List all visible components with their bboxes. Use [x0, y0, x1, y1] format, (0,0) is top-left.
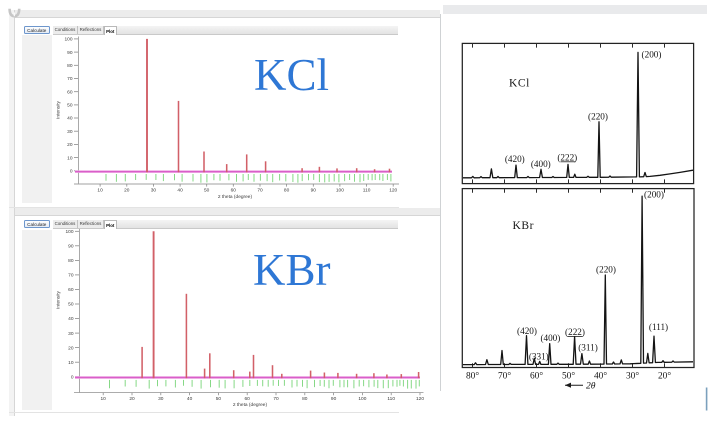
svg-text:(220): (220) — [588, 111, 608, 121]
svg-text:20: 20 — [67, 142, 73, 148]
svg-text:100: 100 — [358, 396, 366, 402]
svg-text:(400): (400) — [531, 159, 551, 169]
svg-text:(400): (400) — [540, 333, 560, 343]
svg-text:90: 90 — [331, 396, 337, 402]
svg-text:0: 0 — [70, 169, 73, 175]
svg-text:60: 60 — [245, 396, 251, 402]
svg-text:(220): (220) — [596, 264, 616, 274]
svg-text:Intensity: Intensity — [56, 100, 62, 118]
svg-text:30°: 30° — [626, 370, 639, 381]
svg-text:90: 90 — [68, 244, 74, 250]
svg-text:70: 70 — [273, 396, 279, 402]
svg-text:90: 90 — [311, 187, 317, 193]
svg-text:40°: 40° — [594, 370, 607, 381]
svg-text:90: 90 — [67, 50, 73, 56]
svg-text:60: 60 — [67, 89, 73, 95]
svg-text:110: 110 — [387, 396, 395, 402]
svg-text:(200): (200) — [644, 189, 664, 199]
svg-text:40: 40 — [68, 316, 74, 322]
svg-text:30: 30 — [158, 396, 164, 402]
svg-text:110: 110 — [363, 187, 371, 193]
svg-text:20: 20 — [68, 345, 74, 351]
svg-text:KCl: KCl — [509, 77, 530, 89]
svg-text:80: 80 — [68, 258, 74, 264]
svg-text:10: 10 — [97, 187, 103, 193]
svg-text:80: 80 — [67, 63, 73, 69]
svg-text:0: 0 — [71, 374, 74, 380]
svg-text:40: 40 — [187, 396, 193, 402]
svg-text:30: 30 — [67, 129, 73, 135]
svg-text:20: 20 — [129, 396, 135, 402]
svg-text:30: 30 — [68, 331, 74, 337]
svg-text:20: 20 — [124, 187, 130, 193]
svg-text:(222): (222) — [557, 152, 577, 162]
svg-text:70: 70 — [257, 187, 263, 193]
svg-text:(311): (311) — [578, 342, 598, 352]
svg-text:40: 40 — [67, 116, 73, 122]
svg-text:2 theta (degree): 2 theta (degree) — [218, 194, 253, 200]
svg-text:120: 120 — [416, 396, 424, 402]
svg-text:60: 60 — [231, 187, 237, 193]
svg-text:50: 50 — [204, 187, 210, 193]
svg-text:30: 30 — [151, 187, 157, 193]
svg-text:120: 120 — [389, 187, 397, 193]
svg-text:20°: 20° — [658, 370, 671, 381]
svg-text:Intensity: Intensity — [56, 290, 62, 308]
svg-text:2θ: 2θ — [586, 381, 596, 392]
svg-text:(420): (420) — [505, 154, 525, 164]
svg-text:50: 50 — [67, 103, 73, 109]
svg-text:(222): (222) — [565, 327, 585, 337]
svg-text:50: 50 — [216, 396, 222, 402]
svg-text:(200): (200) — [642, 49, 662, 59]
svg-text:70: 70 — [68, 273, 74, 279]
svg-text:40: 40 — [177, 187, 183, 193]
svg-text:2 theta (degree): 2 theta (degree) — [233, 402, 268, 408]
svg-text:70: 70 — [67, 76, 73, 82]
svg-text:KBr: KBr — [513, 220, 535, 232]
svg-text:70°: 70° — [498, 370, 511, 381]
svg-text:60°: 60° — [530, 370, 543, 381]
svg-text:60: 60 — [68, 287, 74, 293]
svg-text:(111): (111) — [649, 322, 668, 332]
svg-text:10: 10 — [67, 155, 73, 161]
svg-text:(420): (420) — [517, 326, 537, 336]
svg-text:50°: 50° — [562, 370, 575, 381]
svg-text:10: 10 — [101, 396, 107, 402]
svg-text:10: 10 — [68, 360, 74, 366]
svg-text:100: 100 — [65, 229, 73, 235]
svg-text:80: 80 — [302, 396, 308, 402]
svg-text:100: 100 — [64, 37, 72, 43]
svg-text:80°: 80° — [466, 370, 479, 381]
svg-text:80: 80 — [284, 187, 290, 193]
svg-text:(331): (331) — [529, 351, 549, 361]
svg-text:50: 50 — [68, 302, 74, 308]
svg-text:100: 100 — [336, 187, 344, 193]
